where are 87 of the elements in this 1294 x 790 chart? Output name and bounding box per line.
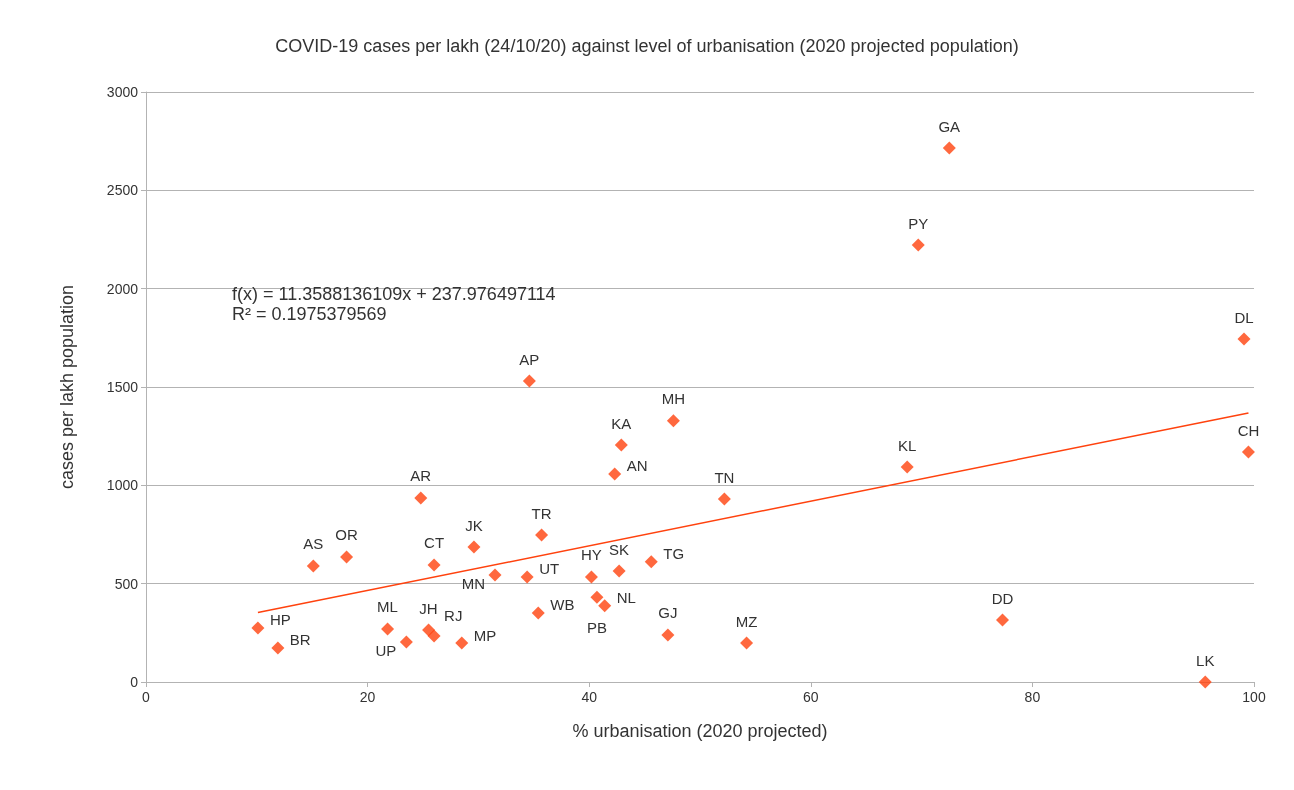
point (666, 414, 680, 428)
point (455, 636, 469, 650)
annotation: UT (539, 560, 560, 578)
point (251, 621, 265, 635)
x-tick-label: 40 (581, 689, 598, 705)
point (488, 568, 502, 582)
annotation: AR (410, 467, 432, 485)
annotation: AS (303, 535, 324, 553)
y-tick-label: 500 (114, 575, 139, 592)
point (644, 555, 658, 569)
annotation: WB (550, 596, 575, 614)
annotation: MH (661, 390, 686, 408)
annotation: CT (424, 534, 445, 552)
annotation: TG (663, 545, 685, 563)
point (535, 528, 549, 542)
annotation: PY (908, 214, 929, 232)
annotation: RJ (444, 607, 463, 625)
y-axis-title: cases per lakh population (57, 284, 77, 490)
annotation: JK (465, 516, 483, 534)
point (911, 238, 925, 252)
point (614, 438, 628, 452)
annotation: OR (335, 526, 358, 544)
annotation: NL (616, 589, 636, 607)
point (1241, 445, 1255, 459)
point (608, 467, 622, 481)
point (522, 374, 536, 388)
annotation: TN (714, 468, 735, 486)
y-tick-label: 3000 (106, 84, 139, 100)
annotation: MZ (735, 612, 758, 630)
y-tick-label: 0 (130, 674, 139, 690)
y-tick-label: 2500 (106, 182, 139, 199)
point (306, 559, 320, 573)
y-tick-label: 1500 (106, 379, 139, 395)
x-axis-title: % urbanisation (2020 projected) (572, 721, 828, 741)
annotation: R² = 0.1975379569 (232, 304, 387, 324)
point (661, 628, 675, 642)
point (520, 570, 534, 584)
annotation: ML (377, 598, 398, 616)
annotation: JH (419, 599, 438, 617)
point (531, 606, 545, 620)
annotation: DL (1234, 308, 1254, 326)
annotation: CH (1237, 421, 1260, 439)
x-tick-label: 60 (803, 689, 819, 705)
point (340, 550, 354, 564)
annotation: GJ (658, 604, 678, 622)
point (740, 636, 754, 650)
annotation: TR (531, 504, 552, 522)
annotation: GA (938, 117, 961, 135)
point (271, 641, 285, 655)
annotation: AP (519, 350, 540, 368)
point (942, 141, 956, 155)
x-tick-label: 0 (142, 689, 151, 705)
annotation: MP (473, 626, 497, 644)
annotation: LK (1196, 651, 1215, 669)
x-tick-label: 80 (1024, 689, 1041, 705)
annotation: KL (898, 436, 917, 454)
point (414, 491, 428, 505)
point (717, 492, 731, 506)
annotation: SK (609, 540, 630, 558)
annotation: UP (375, 641, 397, 659)
annotation: KA (611, 414, 632, 432)
annotation: PB (586, 618, 607, 636)
point (584, 570, 598, 584)
annotation: MN (461, 574, 486, 592)
x-tick-label: 20 (359, 689, 376, 705)
point (590, 590, 604, 604)
annotation: DD (991, 589, 1014, 607)
point (598, 599, 612, 613)
x-tick-label: 100 (1242, 689, 1266, 705)
point (467, 540, 481, 554)
y-tick-label: 1000 (106, 477, 139, 494)
point (399, 635, 413, 649)
annotation: f(x) = 11.3588136109x + 237.976497114 (232, 284, 556, 304)
annotation: HY (580, 546, 602, 564)
point (427, 629, 441, 643)
point (1198, 675, 1212, 689)
annotation: BR (289, 631, 311, 649)
chart-title: COVID-19 cases per lakh (24/10/20) against level of urbanisation (2020 projected population) (275, 36, 1019, 56)
point (1237, 332, 1251, 346)
annotation: HP (269, 611, 291, 629)
point (612, 564, 626, 578)
point (381, 622, 395, 636)
point (900, 460, 914, 474)
annotation: AN (626, 457, 648, 475)
point (995, 613, 1009, 627)
y-tick-label: 2000 (106, 280, 139, 297)
point (427, 558, 441, 572)
